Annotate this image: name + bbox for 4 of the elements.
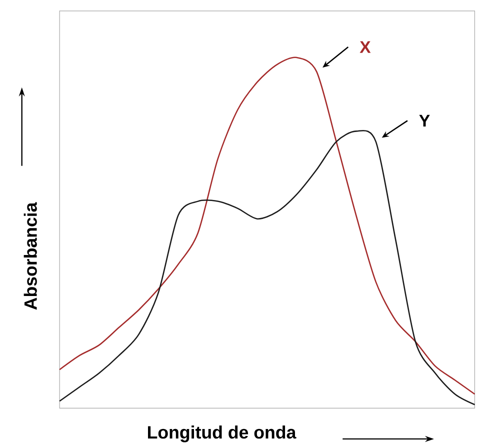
- text: X: [360, 41, 371, 53]
- x-axis-title: Longitud de onda: [148, 426, 296, 442]
- text: Y: [419, 114, 430, 126]
- y-axis-title: Absorbancia: [24, 202, 37, 310]
